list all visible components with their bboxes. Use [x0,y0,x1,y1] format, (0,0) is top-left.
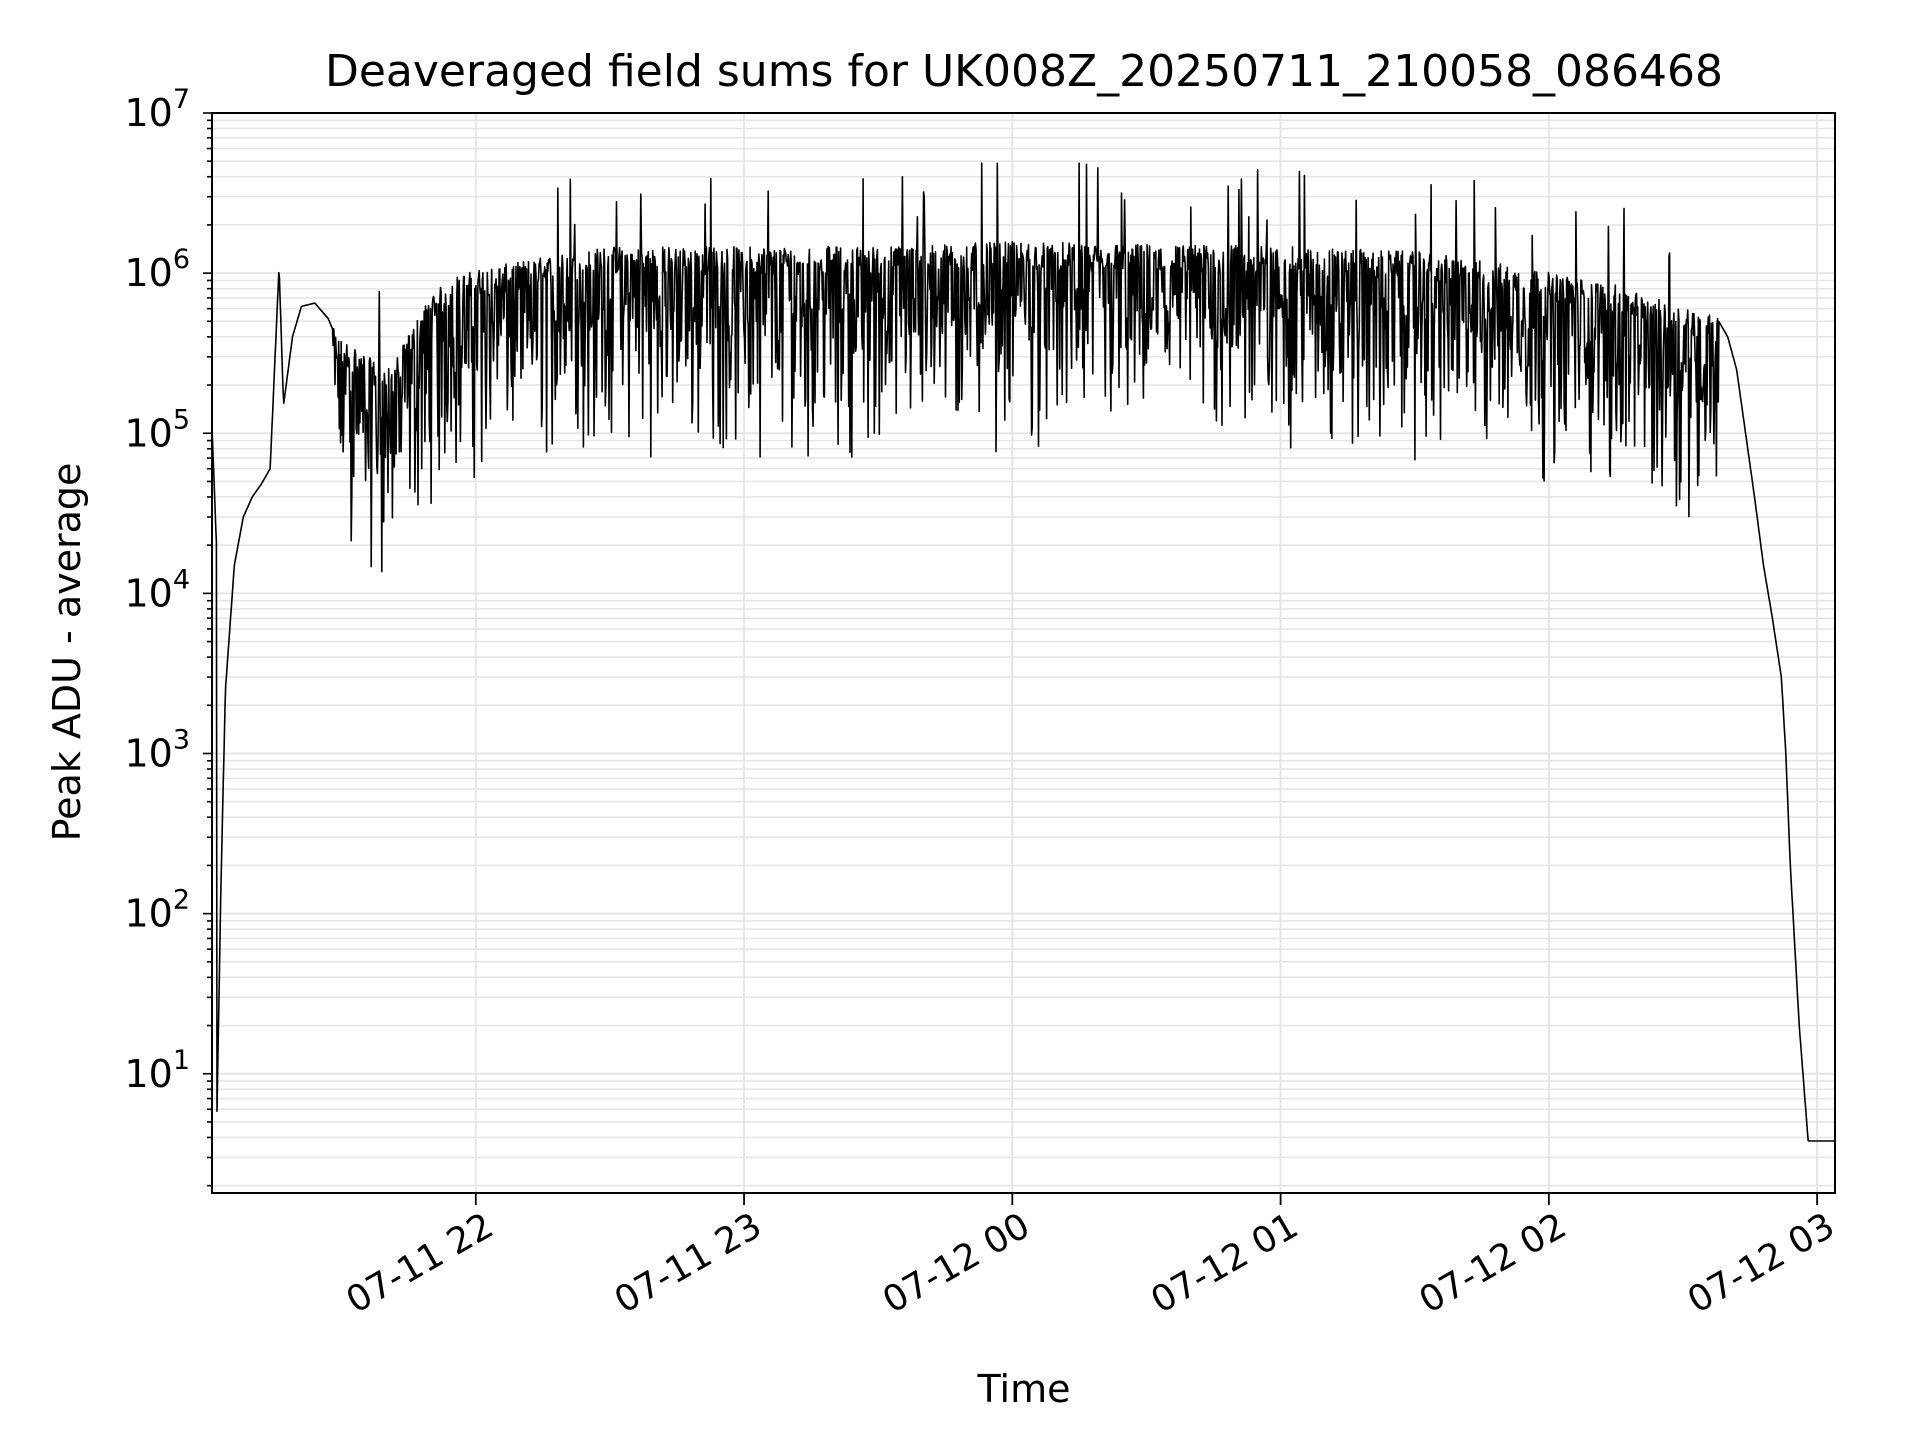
y-tick-label: 106 [124,244,190,295]
x-axis-label: Time [977,1367,1071,1411]
chart-title: Deaveraged field sums for UK008Z_2025071… [325,46,1723,97]
y-tick-label: 105 [124,404,190,455]
series-layer [211,162,1836,1142]
y-tick-label: 103 [124,725,190,776]
y-axis-label: Peak ADU - average [45,463,89,842]
series-line [211,162,1836,1142]
y-tick-label: 104 [124,564,190,615]
y-tick-label: 102 [124,885,190,936]
y-tick-label: 101 [124,1045,190,1096]
plot-frame [211,112,1836,1194]
y-tick-label: 107 [124,84,190,135]
